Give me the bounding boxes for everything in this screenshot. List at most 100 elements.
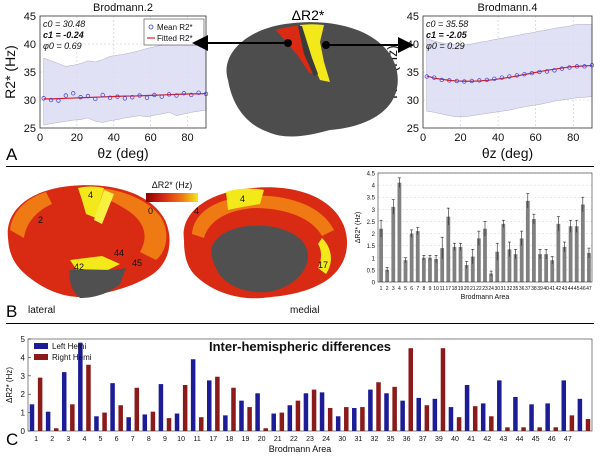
lateral-area-label-44: 44 (114, 248, 124, 258)
bar-right-hemi (537, 427, 542, 431)
x-tick-label: 21 (274, 436, 282, 443)
mean-point (574, 64, 580, 69)
x-tick-label: 8 (147, 436, 151, 443)
y-tick-label: 35 (24, 67, 36, 79)
x-tick-label: 41 (549, 286, 555, 292)
bar-left-hemi (142, 414, 148, 431)
medial-yellow-occipital (318, 238, 331, 274)
bar (483, 228, 487, 282)
mean-point (56, 98, 61, 103)
x-tick-label: 0 (420, 132, 426, 144)
x-tick-label: 6 (115, 436, 119, 443)
mean-point (432, 75, 437, 80)
lateral-area-label-2: 2 (38, 215, 43, 225)
mean-point (181, 91, 187, 96)
bar-left-hemi (448, 407, 454, 431)
bar-right-hemi (521, 427, 526, 431)
x-tick-label: 36 (519, 286, 525, 292)
y-tick-label: 2.5 (367, 220, 376, 226)
mean-point (71, 91, 76, 96)
y-tick-label: 30 (24, 95, 36, 107)
bar-right-hemi (376, 382, 381, 431)
bar (513, 254, 518, 282)
y-tick-label: 1 (372, 256, 376, 262)
panel-label-b: B (6, 302, 18, 321)
brain-medial-view: 4 17 medial (183, 187, 348, 316)
fitted-line (43, 92, 207, 100)
mean-point (559, 66, 565, 71)
x-tick-label: 40 (543, 286, 549, 292)
bar-right-hemi (585, 419, 591, 431)
bar-left-hemi (158, 384, 164, 431)
mean-point (63, 93, 68, 98)
x-tick-label: 38 (531, 286, 537, 292)
x-tick-label: 45 (532, 436, 540, 443)
bar-left-hemi (352, 408, 357, 431)
bar (525, 200, 530, 282)
bar-right-hemi (150, 411, 156, 431)
fitted-line (426, 64, 593, 82)
plot-title: Brodmann.4 (478, 2, 538, 14)
y-axis-label: ΔR2* (Hz) (355, 212, 362, 244)
medial-orange-ring (192, 195, 334, 238)
bar (574, 226, 579, 282)
mean-point (507, 74, 512, 79)
x-tick-label: 24 (488, 286, 494, 292)
lateral-area-label-4: 4 (88, 190, 93, 200)
bar (385, 269, 390, 282)
x-tick-label: 11 (440, 286, 445, 292)
bar-right-hemi (505, 427, 510, 431)
y-tick-label: 45 (24, 11, 36, 23)
y-tick-label: 0.5 (367, 268, 376, 274)
x-tick-label: 47 (564, 436, 572, 443)
x-tick-label: 6 (410, 286, 413, 292)
legend-mean-label: Mean R2* (157, 23, 193, 32)
x-tick-label: 46 (580, 286, 586, 292)
bar-right-hemi (37, 377, 43, 431)
mean-point (582, 64, 587, 69)
y-tick-label: 45 (407, 11, 419, 23)
x-tick-label: 60 (145, 132, 157, 144)
brain-lateral-view: 2 4 42 44 45 lateral (7, 185, 170, 316)
x-tick-label: 17 (209, 436, 217, 443)
lateral-orange-frontal (98, 188, 167, 260)
mean-point (522, 72, 527, 77)
y-tick-label: 2 (372, 232, 376, 238)
y-tick-label: 4.5 (367, 172, 376, 178)
bar (379, 228, 383, 282)
bar-left-hemi (513, 396, 518, 431)
x-tick-label: 18 (226, 436, 234, 443)
x-tick-label: 42 (483, 436, 491, 443)
x-tick-label: 42 (556, 286, 562, 292)
y-tick-label: 4 (21, 353, 26, 362)
bar-left-hemi (223, 415, 228, 431)
bar (409, 233, 414, 282)
bar-right-hemi (295, 400, 301, 431)
x-axis-label: Brodmann Area (269, 444, 332, 454)
fit-parameter: c1 = -2.05 (426, 30, 468, 40)
y-tick-label: 35 (407, 67, 419, 79)
legend-fit-label: Fitted R2* (157, 34, 193, 43)
bar-left-hemi (319, 392, 325, 431)
plot-frame (39, 15, 207, 129)
mean-point (454, 78, 459, 84)
x-tick-label: 30 (338, 436, 346, 443)
fit-parameter: φ0 = 0.29 (426, 41, 465, 51)
mean-point (424, 74, 429, 79)
bar (562, 246, 567, 282)
mean-point (567, 65, 572, 70)
brain-top-yellow-band (300, 24, 330, 82)
bar (391, 206, 396, 282)
y-tick-label: 3.5 (367, 196, 376, 202)
mean-point (159, 94, 164, 99)
y-tick-label: 1 (21, 409, 26, 418)
mean-point (484, 77, 489, 82)
x-tick-label: 60 (530, 132, 542, 144)
bar-left-hemi (61, 372, 67, 431)
bar-left-hemi (400, 400, 405, 431)
x-tick-label: 39 (537, 286, 543, 292)
x-tick-label: 1 (34, 436, 38, 443)
x-axis-label: θz (deg) (97, 145, 148, 161)
